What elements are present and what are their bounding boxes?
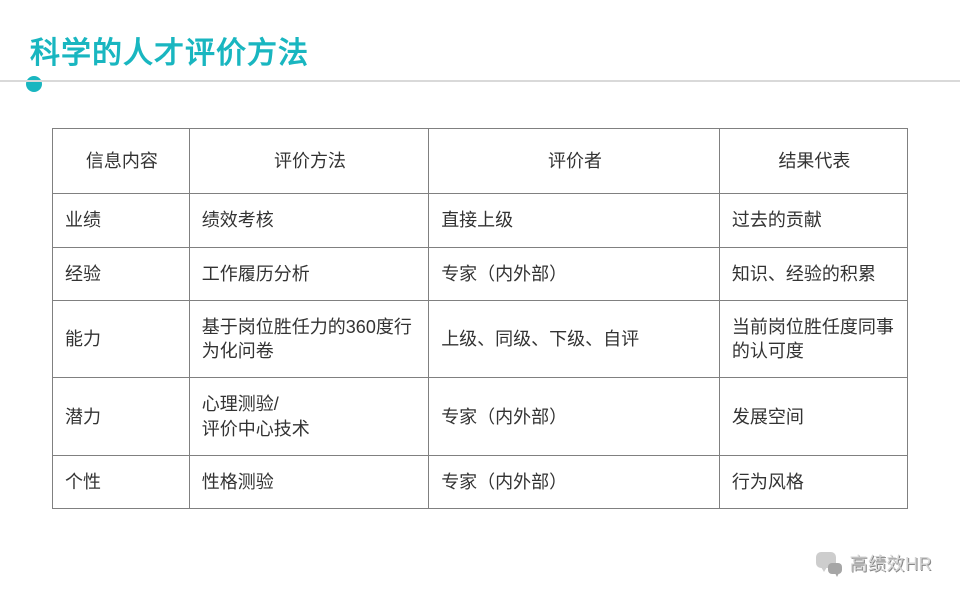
- table-row: 业绩绩效考核直接上级过去的贡献: [53, 194, 908, 247]
- table-cell: 个性: [53, 456, 190, 509]
- table-cell: 工作履历分析: [189, 247, 428, 300]
- table-cell: 经验: [53, 247, 190, 300]
- table-cell: 专家（内外部）: [429, 247, 720, 300]
- table-row: 经验工作履历分析专家（内外部）知识、经验的积累: [53, 247, 908, 300]
- col-header: 评价者: [429, 129, 720, 194]
- wechat-icon: [816, 552, 842, 574]
- table-header-row: 信息内容 评价方法 评价者 结果代表: [53, 129, 908, 194]
- table-cell: 潜力: [53, 378, 190, 456]
- table-cell: 业绩: [53, 194, 190, 247]
- accent-dot: [26, 76, 42, 92]
- table-cell: 发展空间: [719, 378, 907, 456]
- col-header: 信息内容: [53, 129, 190, 194]
- table-cell: 心理测验/评价中心技术: [189, 378, 428, 456]
- table-cell: 知识、经验的积累: [719, 247, 907, 300]
- table-row: 能力基于岗位胜任力的360度行为化问卷上级、同级、下级、自评当前岗位胜任度同事的…: [53, 300, 908, 378]
- col-header: 评价方法: [189, 129, 428, 194]
- table-row: 潜力心理测验/评价中心技术专家（内外部）发展空间: [53, 378, 908, 456]
- table-cell: 绩效考核: [189, 194, 428, 247]
- watermark-text: 高绩效HR: [850, 550, 933, 576]
- slide-title: 科学的人才评价方法: [30, 28, 309, 72]
- table-cell: 直接上级: [429, 194, 720, 247]
- table-cell: 行为风格: [719, 456, 907, 509]
- table-cell: 上级、同级、下级、自评: [429, 300, 720, 378]
- table-body: 业绩绩效考核直接上级过去的贡献经验工作履历分析专家（内外部）知识、经验的积累能力…: [53, 194, 908, 509]
- watermark: 高绩效HR: [816, 550, 933, 576]
- table-cell: 过去的贡献: [719, 194, 907, 247]
- table-cell: 性格测验: [189, 456, 428, 509]
- table-cell: 专家（内外部）: [429, 456, 720, 509]
- table-cell: 基于岗位胜任力的360度行为化问卷: [189, 300, 428, 378]
- table-cell: 能力: [53, 300, 190, 378]
- slide: 科学的人才评价方法 信息内容 评价方法 评价者 结果代表 业绩绩效考核直接上级过…: [0, 0, 960, 600]
- table-cell: 专家（内外部）: [429, 378, 720, 456]
- evaluation-table: 信息内容 评价方法 评价者 结果代表 业绩绩效考核直接上级过去的贡献经验工作履历…: [52, 128, 908, 509]
- table-cell: 当前岗位胜任度同事的认可度: [719, 300, 907, 378]
- title-block: 科学的人才评价方法: [30, 28, 309, 72]
- col-header: 结果代表: [719, 129, 907, 194]
- title-underline: [0, 80, 960, 82]
- table-row: 个性性格测验专家（内外部）行为风格: [53, 456, 908, 509]
- evaluation-table-wrap: 信息内容 评价方法 评价者 结果代表 业绩绩效考核直接上级过去的贡献经验工作履历…: [52, 128, 908, 509]
